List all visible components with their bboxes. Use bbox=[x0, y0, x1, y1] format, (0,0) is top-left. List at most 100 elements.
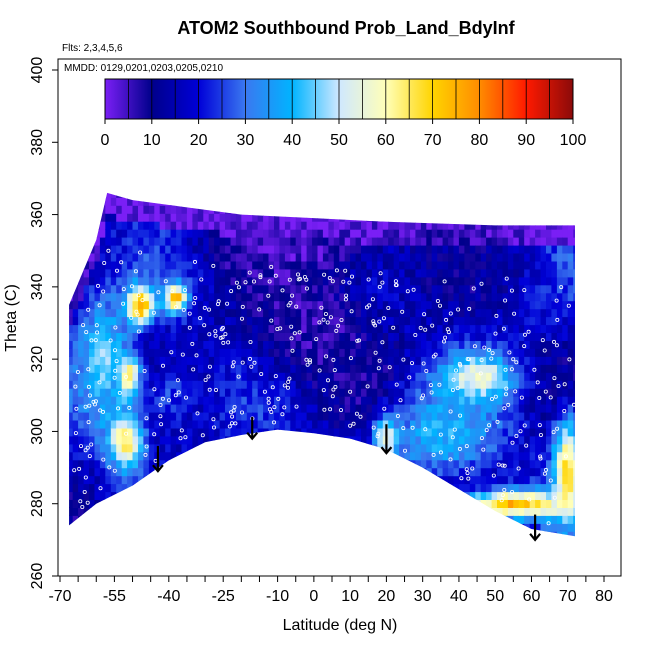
heatmap-cell bbox=[230, 205, 237, 214]
observation-point bbox=[512, 311, 517, 316]
heatmap-cell bbox=[110, 244, 117, 254]
heatmap-cell bbox=[176, 372, 183, 381]
heatmap-cell bbox=[268, 221, 275, 230]
heatmap-cell bbox=[268, 356, 275, 365]
heatmap-cell bbox=[475, 197, 482, 206]
heatmap-cell bbox=[198, 181, 204, 190]
heatmap-cell bbox=[225, 181, 231, 190]
heatmap-cell bbox=[344, 451, 351, 461]
heatmap-cell bbox=[415, 181, 421, 190]
heatmap-cell bbox=[393, 324, 400, 333]
heatmap-cell bbox=[268, 192, 275, 198]
observation-point bbox=[435, 298, 440, 303]
observation-point bbox=[443, 335, 448, 340]
heatmap-cell bbox=[556, 467, 563, 477]
heatmap-cell bbox=[290, 523, 297, 532]
heatmap-cell bbox=[322, 499, 329, 508]
heatmap-cell bbox=[306, 491, 313, 500]
heatmap-cell bbox=[225, 348, 231, 357]
heatmap-cell bbox=[404, 332, 411, 341]
heatmap-cell bbox=[535, 316, 542, 326]
heatmap-cell bbox=[246, 515, 253, 524]
heatmap-cell bbox=[154, 364, 161, 373]
heatmap-cell bbox=[366, 197, 373, 206]
observation-point bbox=[86, 384, 91, 389]
heatmap-cell bbox=[573, 181, 579, 190]
heatmap-cell bbox=[486, 324, 493, 333]
heatmap-cell bbox=[383, 181, 389, 190]
heatmap-cell bbox=[132, 192, 139, 198]
heatmap-cell bbox=[284, 356, 291, 365]
heatmap-cell bbox=[382, 396, 389, 405]
heatmap-cell bbox=[415, 459, 422, 469]
heatmap-cell bbox=[394, 181, 400, 190]
heatmap-cell bbox=[497, 515, 503, 524]
heatmap-cell bbox=[306, 268, 313, 278]
heatmap-cell bbox=[339, 332, 346, 341]
heatmap-cell bbox=[312, 411, 319, 421]
heatmap-cell bbox=[110, 316, 117, 326]
heatmap-cell bbox=[453, 260, 460, 270]
heatmap-cell bbox=[480, 364, 487, 373]
heatmap-cell bbox=[105, 427, 112, 437]
heatmap-cell bbox=[127, 475, 134, 485]
heatmap-cell bbox=[246, 197, 253, 206]
heatmap-cell bbox=[165, 515, 172, 524]
colorbar-tick-label: 40 bbox=[283, 132, 301, 149]
heatmap-cell bbox=[486, 467, 493, 477]
heatmap-cell bbox=[540, 213, 547, 222]
heatmap-cell bbox=[573, 213, 575, 222]
heatmap-cell bbox=[513, 229, 520, 238]
heatmap-cell bbox=[301, 197, 308, 206]
heatmap-cell bbox=[371, 221, 378, 230]
observation-point bbox=[336, 323, 341, 328]
heatmap-cell bbox=[426, 483, 433, 493]
heatmap-cell bbox=[350, 523, 357, 532]
heatmap-cell bbox=[431, 356, 438, 365]
heatmap-cell bbox=[382, 507, 389, 516]
heatmap-cell bbox=[246, 268, 253, 278]
heatmap-cell bbox=[322, 388, 329, 397]
heatmap-cell bbox=[410, 404, 416, 413]
heatmap-cell bbox=[573, 491, 575, 500]
heatmap-cell bbox=[263, 435, 270, 445]
heatmap-cell bbox=[507, 244, 514, 254]
heatmap-cell bbox=[480, 388, 487, 397]
heatmap-cell bbox=[284, 332, 291, 341]
observation-point bbox=[499, 498, 504, 503]
heatmap-cell bbox=[235, 237, 242, 246]
colorbar-tick-label: 30 bbox=[237, 132, 255, 149]
heatmap-cell bbox=[252, 499, 259, 508]
heatmap-cell bbox=[285, 181, 291, 190]
heatmap-cell bbox=[257, 523, 264, 532]
heatmap-cell bbox=[274, 276, 280, 286]
heatmap-cell bbox=[480, 300, 487, 310]
heatmap-cell bbox=[73, 181, 79, 190]
heatmap-cell bbox=[404, 260, 411, 270]
heatmap-cell bbox=[208, 523, 215, 532]
heatmap-cell bbox=[573, 419, 575, 429]
heatmap-cell bbox=[295, 192, 302, 198]
heatmap-cell bbox=[551, 348, 558, 357]
heatmap-cell bbox=[322, 396, 329, 405]
heatmap-cell bbox=[99, 244, 106, 254]
heatmap-cell bbox=[72, 348, 79, 357]
heatmap-cell bbox=[518, 192, 525, 198]
heatmap-cell bbox=[235, 531, 242, 537]
heatmap-cell bbox=[361, 499, 367, 508]
heatmap-cell bbox=[458, 324, 465, 333]
heatmap-cell bbox=[116, 364, 123, 373]
observation-point bbox=[441, 339, 446, 344]
heatmap-cell bbox=[339, 388, 346, 397]
heatmap-cell bbox=[426, 372, 433, 381]
heatmap-cell bbox=[143, 205, 150, 214]
heatmap-cell bbox=[143, 192, 150, 198]
heatmap-cell bbox=[497, 380, 503, 389]
heatmap-cell bbox=[219, 252, 226, 262]
heatmap-cell bbox=[420, 205, 427, 214]
heatmap-cell bbox=[567, 237, 574, 246]
heatmap-cell bbox=[529, 292, 536, 302]
heatmap-cell bbox=[246, 443, 253, 453]
heatmap-cell bbox=[148, 499, 155, 508]
heatmap-cell bbox=[377, 388, 384, 397]
